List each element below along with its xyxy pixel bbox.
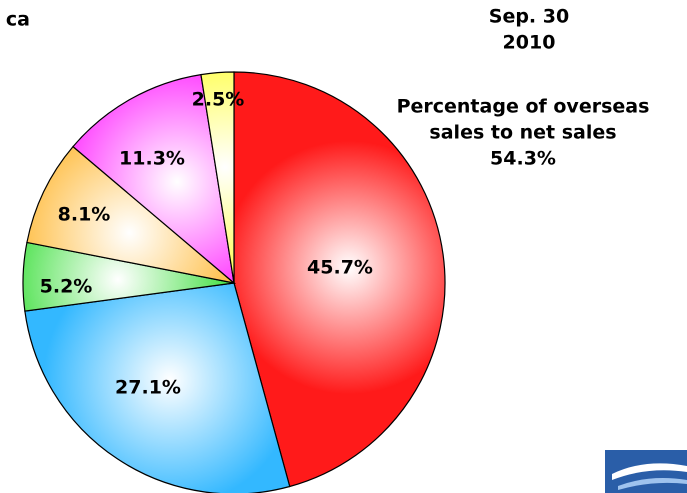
chart-title: Sep. 30 — [489, 6, 569, 28]
annotation: sales to net sales — [429, 122, 616, 144]
pie-slice — [24, 282, 291, 493]
pie-slice — [26, 145, 237, 285]
logo-swoosh — [618, 478, 687, 490]
annotation: 54.3% — [490, 148, 556, 170]
data-label: 11.3% — [119, 148, 185, 170]
data-label: 8.1% — [58, 204, 111, 226]
data-label: 5.2% — [40, 276, 93, 298]
logo-bg — [605, 450, 687, 493]
pie-slice — [200, 71, 235, 284]
chart-title: 2010 — [503, 32, 556, 54]
data-label: 2.5% — [192, 89, 245, 111]
logo — [605, 450, 687, 493]
pie-slice — [72, 73, 235, 285]
data-label: 27.1% — [115, 377, 181, 399]
cropped-label: ca — [6, 9, 30, 31]
logo-swoosh — [612, 463, 687, 480]
annotation: Percentage of overseas — [397, 96, 650, 118]
pie-slice — [233, 71, 446, 488]
data-label: 45.7% — [307, 257, 373, 279]
